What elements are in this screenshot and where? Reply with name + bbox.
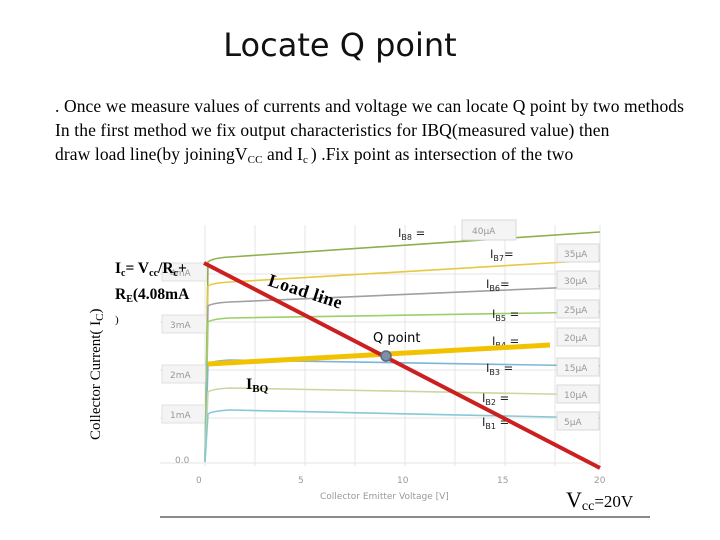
ic-scale-label: 0.0 bbox=[175, 456, 190, 466]
intro-and-ic: and I bbox=[262, 144, 303, 164]
curve-ib7 bbox=[204, 259, 601, 463]
load-line bbox=[203, 261, 601, 470]
ib-label-b6: IB6= bbox=[486, 277, 510, 293]
slide-title: Locate Q point bbox=[223, 26, 457, 64]
q-point-marker bbox=[380, 350, 392, 362]
grid bbox=[160, 225, 601, 466]
ic-formula-line-3: ) bbox=[115, 314, 119, 326]
ib-label-b2: IB2 = bbox=[482, 391, 509, 407]
intro-vcc-sub: CC bbox=[247, 154, 263, 166]
ib-value-text: 15μA bbox=[564, 364, 588, 374]
intro-line-3: draw load line(by joiningVCC and Ic ) .F… bbox=[55, 142, 705, 172]
ib-value-box bbox=[461, 219, 517, 241]
ib-value-box bbox=[556, 411, 600, 431]
ib-value-box bbox=[556, 243, 600, 263]
intro-line-3-pre: draw load line(by joining bbox=[55, 144, 235, 164]
ib-value-text: 20μA bbox=[564, 334, 588, 344]
ib-value-box bbox=[556, 327, 600, 347]
ib-label-b3: IB3 = bbox=[486, 361, 513, 377]
ic-formula-line-2: RE(4.08mA bbox=[115, 286, 190, 305]
curve-ib1 bbox=[204, 409, 601, 463]
vce-tick-label: 5 bbox=[298, 476, 304, 486]
vce-tick-label: 20 bbox=[594, 476, 606, 486]
vce-tick-label: 0 bbox=[196, 476, 202, 486]
intro-text: . Once we measure values of currents and… bbox=[55, 94, 705, 172]
ib-value-box bbox=[556, 384, 600, 404]
ic-scale-label: 2mA bbox=[170, 371, 191, 381]
intro-line-3-post: ) .Fix point as intersection of the two bbox=[310, 144, 574, 164]
curve-ib5 bbox=[204, 311, 601, 463]
curve-ib2 bbox=[204, 387, 601, 463]
ic-scale-label: 1mA bbox=[170, 411, 191, 421]
ib-label-b8: IB8 = bbox=[398, 226, 425, 242]
vce-tick-label: 15 bbox=[497, 476, 508, 486]
ic-scale-box bbox=[161, 262, 208, 282]
ic-scale-label: 3mA bbox=[170, 321, 191, 331]
curve-ib6 bbox=[204, 285, 601, 463]
q-point-label: Q point bbox=[373, 331, 421, 346]
ibq-label: IBQ bbox=[246, 376, 269, 395]
ib-value-text: 30μA bbox=[564, 277, 588, 287]
ib-label-b5: IB5 = bbox=[492, 307, 519, 323]
ib-value-text: 5μA bbox=[564, 418, 582, 428]
ib-value-text: 35μA bbox=[564, 250, 588, 260]
ib-value-boxes bbox=[461, 219, 600, 431]
vcc-label: Vcc=20V bbox=[566, 487, 634, 514]
curve-ib8 bbox=[204, 231, 601, 463]
intro-line-1: . Once we measure values of currents and… bbox=[55, 96, 685, 116]
ib-value-box bbox=[556, 357, 600, 377]
ib-value-text: 25μA bbox=[564, 306, 588, 316]
x-axis-label: Collector Emitter Voltage [V] bbox=[320, 492, 449, 502]
ic-scale-boxes bbox=[161, 262, 208, 424]
ic-formula-line-1: Ic= Vcc/Rc+ bbox=[115, 260, 187, 279]
y-axis-label: Collector Current( IC) bbox=[88, 309, 106, 440]
ib-value-text: 40μA bbox=[472, 227, 496, 237]
ib-value-text: 10μA bbox=[564, 391, 588, 401]
intro-vcc: V bbox=[234, 144, 248, 164]
intro-line-2: In the first method we fix output charac… bbox=[55, 120, 610, 140]
intro-ic-sub: c bbox=[302, 154, 311, 166]
ib-value-box bbox=[556, 270, 600, 290]
ib-value-box bbox=[556, 299, 600, 319]
ib-label-b7: IB7= bbox=[490, 247, 514, 263]
ic-formula: Ic= Vcc/Rc+ RE(4.08mA ) bbox=[115, 258, 189, 331]
ic-scale-label: 4mA bbox=[170, 269, 191, 279]
vce-tick-label: 10 bbox=[397, 476, 409, 486]
